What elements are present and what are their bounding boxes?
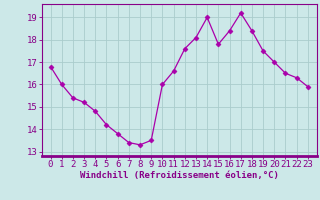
X-axis label: Windchill (Refroidissement éolien,°C): Windchill (Refroidissement éolien,°C) xyxy=(80,171,279,180)
